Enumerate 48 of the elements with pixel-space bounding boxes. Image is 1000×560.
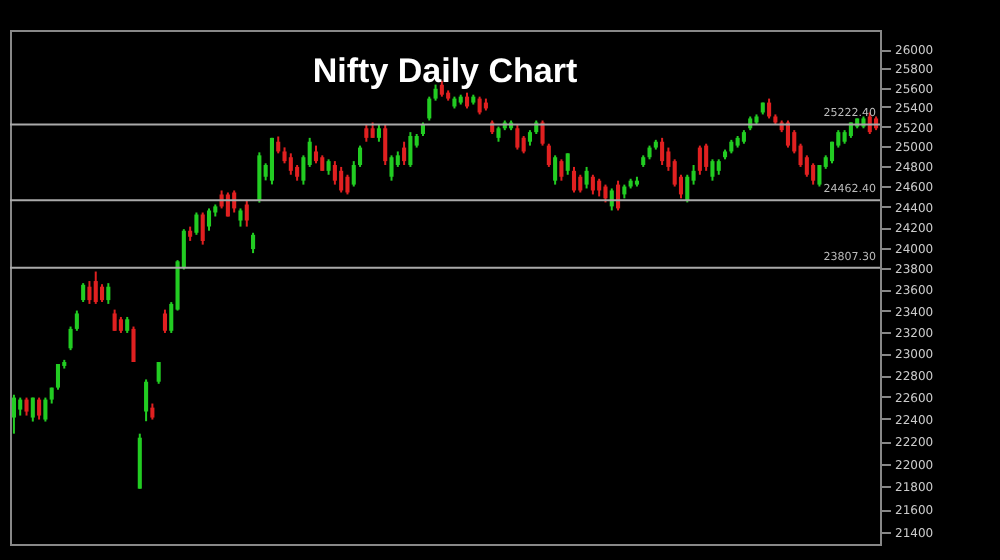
- candlestick: [571, 165, 577, 194]
- candlestick: [43, 396, 48, 423]
- candlestick: [710, 158, 715, 182]
- candlestick: [269, 136, 274, 186]
- candlestick: [244, 199, 249, 228]
- candlestick: [590, 173, 595, 196]
- candlestick: [785, 119, 791, 149]
- candlestick: [817, 164, 822, 188]
- candlestick: [112, 308, 117, 332]
- candlestick: [553, 154, 558, 186]
- candlestick: [339, 165, 344, 194]
- candlestick: [402, 140, 407, 167]
- candlestick: [540, 119, 545, 147]
- candlestick: [697, 144, 702, 176]
- candlestick: [383, 123, 388, 167]
- text: Nifty Daily Chart: [312, 52, 578, 90]
- candlestick: [408, 131, 413, 168]
- candlestick: [559, 158, 564, 182]
- candlestick: [162, 308, 168, 334]
- candlestick: [389, 154, 394, 182]
- candlestick: [660, 136, 665, 167]
- candlestick: [427, 95, 432, 122]
- candlestick: [156, 361, 161, 385]
- candlestick: [11, 393, 16, 435]
- candlestick: [288, 152, 293, 176]
- candlestick: [565, 152, 570, 176]
- candlestick: [685, 173, 690, 204]
- candlestick: [332, 160, 337, 186]
- candlestick: [106, 282, 111, 305]
- candlestick: [131, 325, 136, 364]
- candlestick: [87, 280, 92, 305]
- candlestick: [251, 231, 256, 255]
- candlestick: [546, 142, 551, 168]
- candlestick: [144, 378, 149, 423]
- candlestick: [704, 142, 709, 172]
- candlestick: [345, 173, 350, 196]
- candlestick: [37, 396, 42, 421]
- candlestick: [200, 211, 205, 246]
- candlestick: [93, 270, 98, 305]
- candlestick: [206, 207, 212, 232]
- candlestick: [257, 151, 262, 204]
- candlestick: [767, 97, 772, 120]
- candlestick: [194, 211, 199, 236]
- candlestick: [515, 123, 520, 151]
- candlestick: [811, 162, 816, 186]
- candlestick: [584, 165, 589, 190]
- candlestick: [238, 207, 243, 228]
- candlestick: [81, 282, 86, 303]
